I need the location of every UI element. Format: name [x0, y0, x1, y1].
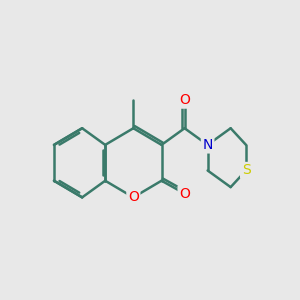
Text: O: O: [179, 187, 190, 200]
Text: N: N: [202, 138, 213, 152]
Text: S: S: [242, 164, 250, 178]
Text: O: O: [128, 190, 139, 204]
Text: O: O: [179, 93, 190, 107]
